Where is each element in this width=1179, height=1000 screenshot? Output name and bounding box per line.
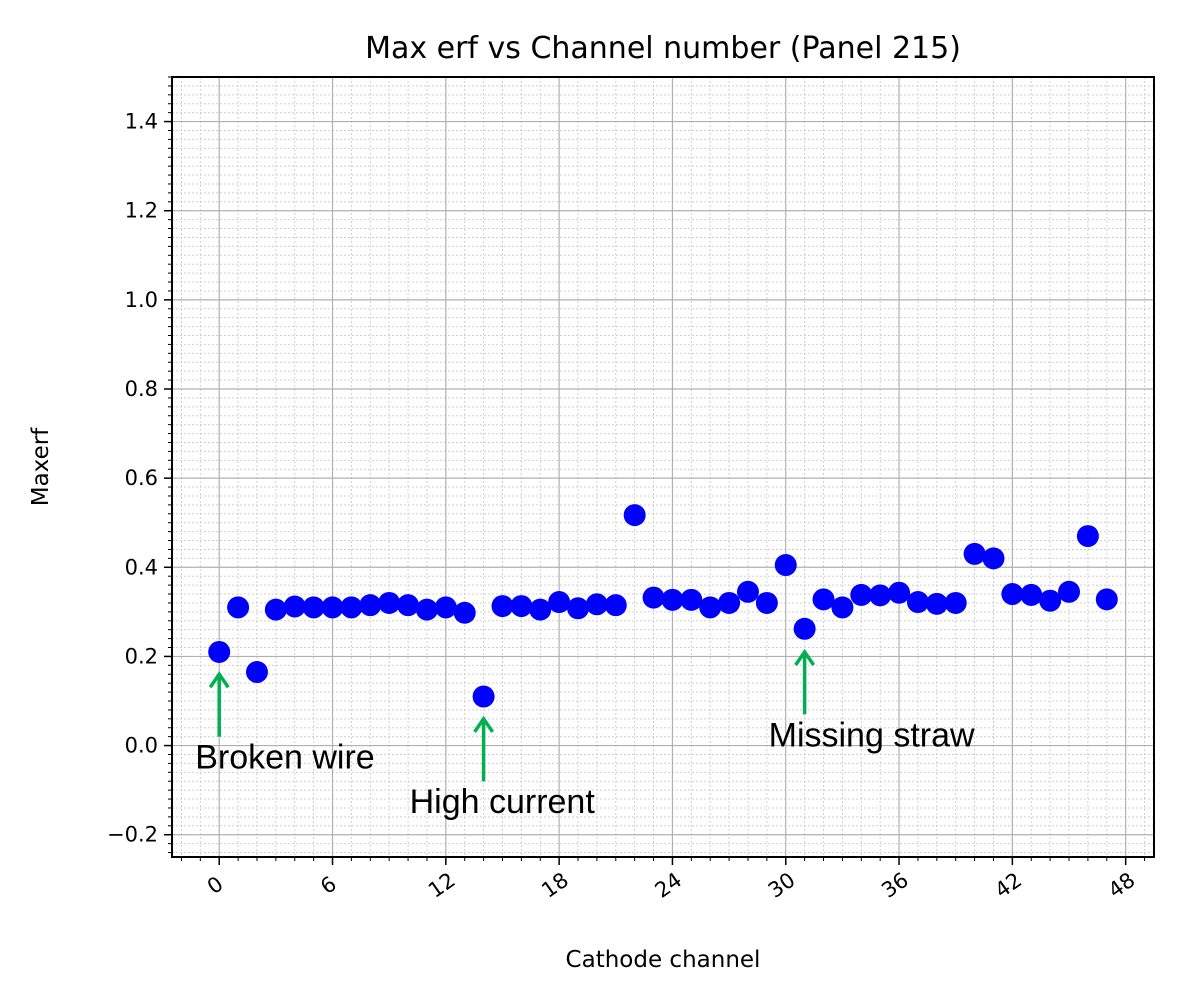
x-tick-label: 12 (424, 868, 460, 903)
data-point (850, 583, 873, 606)
y-tick-label: −0.2 (107, 823, 158, 847)
data-point (869, 584, 892, 607)
x-tick-label: 30 (764, 868, 800, 903)
data-point (812, 588, 835, 611)
annotation-label: Broken wire (195, 739, 375, 777)
data-point (208, 640, 231, 663)
data-point (529, 598, 552, 621)
x-tick-label: 6 (316, 872, 341, 899)
plot-frame (171, 76, 1155, 858)
y-tick-label: 0.8 (125, 377, 158, 401)
data-point (1058, 580, 1081, 603)
data-point (925, 592, 948, 615)
annotations: Broken wire High current Missing straw (195, 648, 975, 821)
data-point (963, 542, 986, 565)
data-point (793, 617, 816, 640)
data-point (283, 595, 306, 618)
data-point (944, 591, 967, 614)
annotation-arrowhead (473, 715, 495, 733)
x-tick-label: 0 (203, 872, 228, 899)
y-tick-label: 0.4 (125, 555, 158, 579)
y-tick-label: 0.6 (125, 466, 158, 490)
data-point (567, 597, 590, 620)
data-point (491, 595, 514, 618)
data-point (585, 593, 608, 616)
y-tick-label: 1.2 (125, 199, 158, 223)
data-point (227, 596, 250, 619)
data-point (736, 580, 759, 603)
data-point (340, 596, 363, 619)
data-point (680, 588, 703, 611)
data-point (661, 588, 684, 611)
major-grid (172, 77, 1154, 857)
x-tick-label: 18 (537, 868, 573, 903)
data-point (415, 598, 438, 621)
y-tick-label: 0.0 (125, 734, 158, 758)
annotation-label: Missing straw (769, 716, 975, 754)
data-point (264, 598, 287, 621)
data-point (718, 591, 741, 614)
data-point (906, 591, 929, 614)
x-tick-label: 36 (877, 868, 913, 903)
x-tick-label: 24 (651, 868, 687, 903)
data-point (321, 596, 344, 619)
annotation-label: High current (410, 783, 596, 821)
y-axis-label: Maxerf (28, 427, 54, 506)
annotation-arrowhead (794, 648, 816, 666)
data-point (888, 581, 911, 604)
data-point (831, 596, 854, 619)
y-tick-label: 1.4 (125, 110, 158, 134)
annotation-arrowhead (208, 671, 230, 689)
data-point (1095, 588, 1118, 611)
data-point (1020, 583, 1043, 606)
data-point (359, 594, 382, 617)
data-point (397, 594, 420, 617)
axis-ticks: 0 6 12 18 24 30 36 42 48 −0.2 0.0 0.2 0.4 0.6 0.8 1.0 1.… (107, 76, 1146, 903)
data-point (755, 591, 778, 614)
data-point (604, 594, 627, 617)
data-point (245, 661, 268, 684)
x-tick-label: 42 (991, 868, 1027, 903)
y-tick-label: 0.2 (125, 644, 158, 668)
data-point (623, 504, 646, 527)
data-point (1001, 583, 1024, 606)
data-point (1039, 589, 1062, 612)
data-point (982, 547, 1005, 570)
chart-title: Max erf vs Channel number (Panel 215) (365, 31, 961, 66)
data-points (208, 504, 1118, 708)
data-point (302, 596, 325, 619)
data-point (510, 595, 533, 618)
data-point (434, 596, 457, 619)
data-point (453, 601, 476, 624)
y-tick-label: 1.0 (125, 288, 158, 312)
data-point (699, 596, 722, 619)
data-point (774, 554, 797, 577)
data-point (378, 591, 401, 614)
data-point (642, 586, 665, 609)
x-tick-label: 48 (1104, 868, 1140, 903)
data-point (1076, 525, 1099, 548)
data-point (548, 591, 571, 614)
x-axis-label: Cathode channel (566, 947, 761, 973)
data-point (472, 685, 495, 708)
